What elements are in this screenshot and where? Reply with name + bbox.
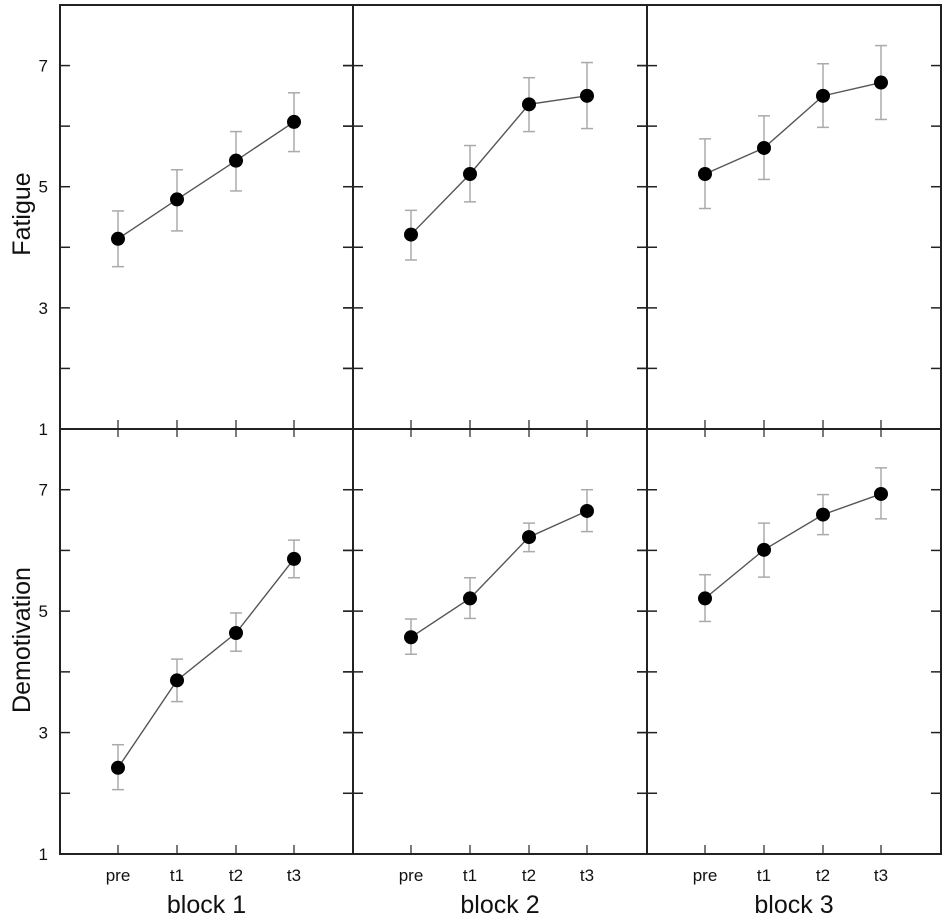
y-tick-label: 7 (39, 57, 48, 76)
block-axis-title: block 1 (167, 891, 246, 919)
panel-fatigue-block-3 (637, 4, 942, 430)
series-line (704, 81, 882, 175)
panel-frame (352, 4, 648, 430)
series-line (117, 558, 295, 769)
data-point (111, 231, 125, 246)
data-point (522, 530, 536, 545)
series-line (410, 95, 588, 236)
y-tick-label: 5 (39, 178, 48, 197)
x-tick-label: pre (106, 866, 131, 885)
x-tick-label: t3 (874, 866, 888, 885)
y-axis-tick-labels: 1 3 5 7 1 3 5 7 (39, 57, 48, 864)
panel-frame (646, 4, 942, 430)
data-point (874, 486, 888, 501)
y-axis-title: Fatigue (8, 172, 36, 255)
y-tick-label: 3 (39, 724, 48, 743)
data-point (816, 507, 830, 522)
data-point (580, 503, 594, 518)
block-axis-titles: block 1 block 2 block 3 (167, 891, 834, 919)
data-point (170, 673, 184, 688)
y-tick-label: 5 (39, 602, 48, 621)
series-line (410, 510, 588, 638)
data-point (816, 88, 830, 103)
data-point (404, 227, 418, 242)
panel-fatigue-block-1 (59, 4, 354, 430)
data-point (522, 97, 536, 112)
x-tick-label: t3 (580, 866, 594, 885)
x-axis-tick-labels: pre t1 t2 t3 pre t1 t2 t3 pre t1 t2 t3 (106, 866, 888, 885)
series-line (704, 493, 882, 599)
data-point (229, 153, 243, 168)
panel-demotivation-block-3 (637, 428, 942, 855)
y-axis-title: Demotivation (8, 567, 36, 713)
y-tick-label: 1 (39, 420, 48, 439)
chart-panels (59, 4, 942, 855)
block-axis-title: block 3 (754, 891, 833, 919)
y-tick-label: 7 (39, 481, 48, 500)
panel-demotivation-block-1 (59, 428, 354, 855)
data-point (698, 591, 712, 606)
x-tick-label: t1 (170, 866, 184, 885)
panel-frame (352, 428, 648, 855)
data-point (170, 192, 184, 207)
x-tick-label: t2 (522, 866, 536, 885)
y-tick-label: 1 (39, 845, 48, 864)
data-point (229, 626, 243, 640)
x-tick-label: t3 (287, 866, 301, 885)
data-point (404, 630, 418, 645)
panel-frame (59, 428, 354, 855)
panel-demotivation-block-2 (343, 428, 648, 855)
series-line (117, 121, 295, 240)
data-point (463, 166, 477, 181)
y-tick-label: 3 (39, 299, 48, 318)
block-axis-title: block 2 (460, 891, 539, 919)
data-point (287, 551, 301, 566)
data-point (580, 88, 594, 103)
x-tick-label: pre (399, 866, 424, 885)
x-tick-label: pre (693, 866, 718, 885)
data-point (698, 166, 712, 181)
row-axis-titles: Fatigue Demotivation (8, 172, 36, 713)
data-point (111, 760, 125, 775)
x-tick-label: t1 (463, 866, 477, 885)
data-point (874, 75, 888, 90)
panel-frame (646, 428, 942, 855)
x-tick-label: t2 (229, 866, 243, 885)
x-tick-label: t1 (757, 866, 771, 885)
data-point (757, 542, 771, 557)
data-point (287, 114, 301, 129)
x-tick-label: t2 (816, 866, 830, 885)
panel-frame (59, 4, 354, 430)
data-point (463, 591, 477, 606)
panel-fatigue-block-2 (343, 4, 648, 430)
data-point (757, 140, 771, 155)
